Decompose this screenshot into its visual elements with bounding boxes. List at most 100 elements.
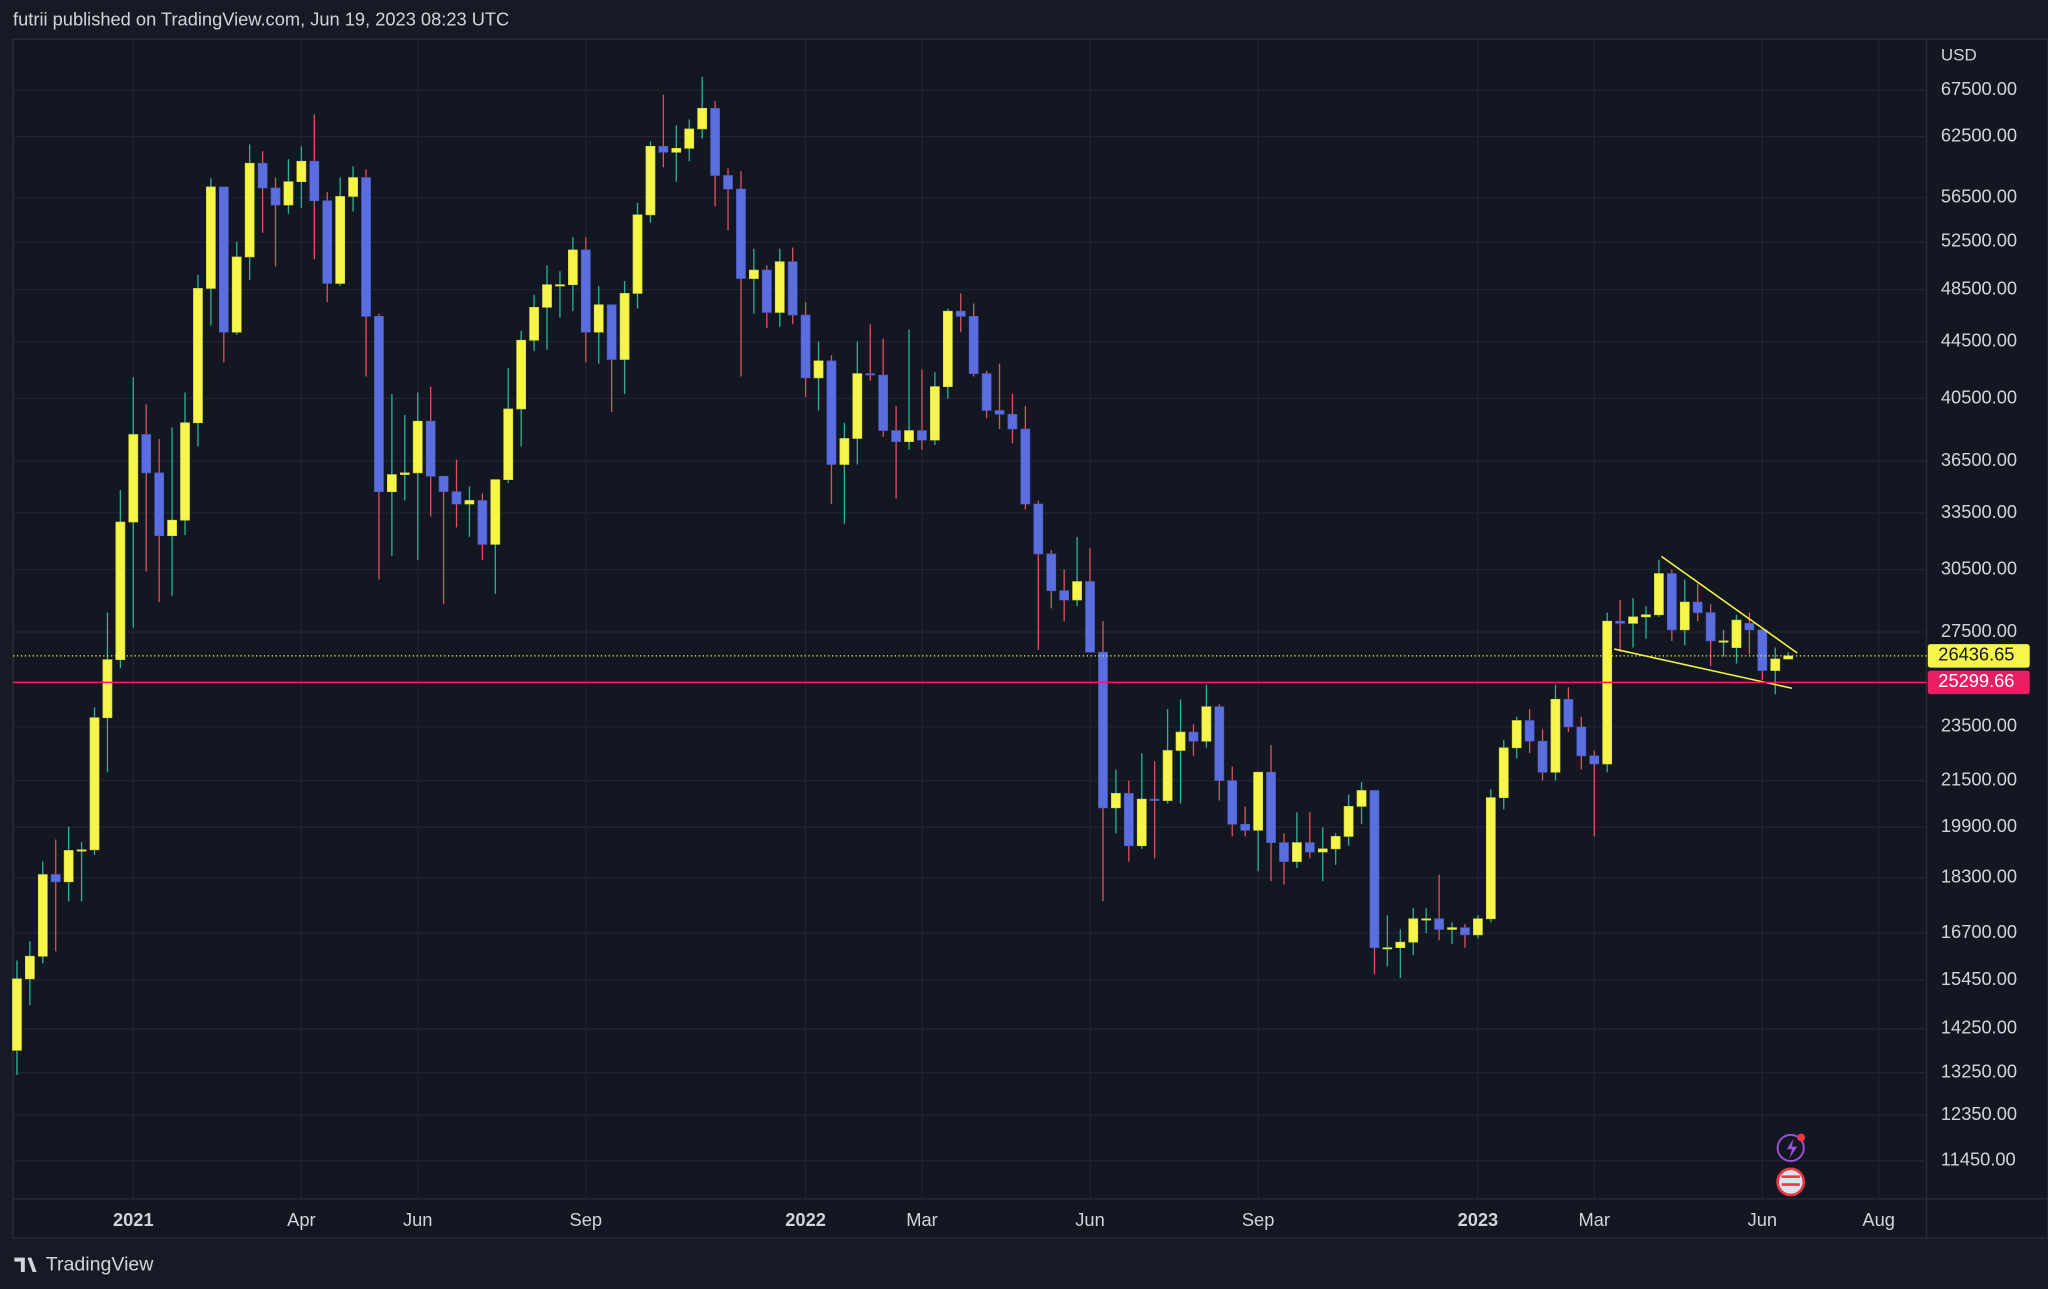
candle-body [1123, 793, 1134, 847]
candle-body [942, 310, 953, 387]
candle-body [710, 107, 720, 176]
candle-body [296, 160, 307, 183]
candle-body [490, 479, 501, 545]
y-tick-label: 15450.00 [1941, 968, 2017, 989]
candle-body [1175, 731, 1186, 751]
y-tick-label: 11450.00 [1941, 1149, 2016, 1170]
trendline [1660, 555, 1798, 654]
candle-body [1550, 698, 1561, 773]
candle-body [128, 434, 139, 523]
candle-body [1692, 601, 1703, 613]
x-tick-label: Jun [1748, 1209, 1777, 1230]
candle-body [180, 422, 190, 521]
footer: TradingView [46, 1254, 155, 1276]
plot-frame [12, 38, 2048, 1239]
candle-body [542, 284, 552, 308]
y-tick-label: 21500.00 [1941, 768, 2017, 789]
candle-body [1589, 755, 1600, 765]
candle-body [1085, 581, 1095, 653]
candle-body [981, 373, 992, 411]
candle-body [1111, 793, 1121, 809]
candle-body [1304, 842, 1315, 853]
candle-body [231, 256, 242, 333]
x-tick-label: Jun [1075, 1209, 1104, 1230]
x-tick-label: 2022 [785, 1209, 826, 1230]
candle-body [761, 269, 772, 313]
candle-body [1666, 573, 1677, 631]
candle-body [1421, 918, 1432, 921]
candle-body [1317, 848, 1328, 853]
y-tick-label: 67500.00 [1941, 78, 2017, 99]
candle-body [1563, 698, 1574, 728]
last-price-label: 26436.65 [1938, 644, 2014, 665]
candle-body [1343, 806, 1354, 837]
candle-body [12, 978, 22, 1051]
candle-body [102, 659, 113, 719]
candle-body [865, 373, 876, 376]
y-tick-label: 56500.00 [1941, 185, 2017, 206]
candle-body [1330, 836, 1341, 850]
candle-body [1434, 918, 1444, 930]
candle-body [1356, 790, 1367, 807]
candle-body [994, 410, 1005, 415]
candle-body [1046, 553, 1057, 592]
y-tick-label: 23500.00 [1941, 715, 2017, 736]
candle-body [826, 360, 837, 465]
candle-body [904, 430, 914, 442]
y-tick-label: 40500.00 [1941, 386, 2017, 407]
candle-body [723, 175, 733, 190]
candle-body [606, 304, 617, 360]
candle-body [930, 386, 940, 441]
candle-body [154, 472, 165, 537]
y-tick-label: 27500.00 [1941, 620, 2017, 641]
candle-body [593, 304, 604, 333]
y-tick-label: 62500.00 [1941, 124, 2017, 145]
level-badge [1927, 670, 2030, 695]
candle-body [206, 186, 216, 289]
candle-body [1149, 798, 1160, 801]
candle-body [1473, 918, 1483, 936]
candle-body [63, 850, 74, 883]
x-tick-label: 2023 [1458, 1209, 1499, 1230]
candle-body [555, 284, 565, 287]
candle-body [25, 955, 35, 980]
candle-body [1718, 640, 1729, 643]
y-tick-label: 18300.00 [1941, 866, 2017, 887]
candle-body [1240, 823, 1251, 831]
candle-body [955, 310, 966, 317]
candle-body [1188, 731, 1199, 742]
candle-body [1705, 612, 1716, 642]
candle-body [891, 430, 901, 442]
candle-body [1266, 771, 1276, 843]
candle-body [1602, 620, 1613, 765]
candle-body [787, 261, 798, 316]
x-tick-label: Mar [906, 1209, 937, 1230]
header: futrii published on TradingView.com, Jun… [13, 9, 509, 30]
candle-body [1201, 706, 1212, 742]
candle-body [1641, 614, 1651, 618]
y-tick-label: 12350.00 [1941, 1103, 2017, 1124]
y-tick-label: 44500.00 [1941, 329, 2017, 350]
y-tick-label: 48500.00 [1941, 277, 2017, 298]
candle-body [193, 288, 203, 424]
footer-logo: TradingView [14, 1254, 154, 1276]
candle-body [244, 162, 255, 258]
candle-body [309, 160, 320, 202]
candle-body [852, 373, 863, 439]
x-tick-label: 2021 [113, 1209, 154, 1230]
candle-body [464, 500, 475, 505]
candle-body [335, 196, 346, 284]
candle-body [270, 187, 281, 206]
candle-body [568, 249, 578, 286]
candle-body [1757, 629, 1768, 671]
candle-body [218, 186, 229, 333]
candle-body [878, 374, 889, 431]
last-price-badge [1927, 644, 2030, 668]
candle-body [632, 214, 643, 294]
candle-body [813, 360, 824, 379]
candle-body [477, 500, 488, 545]
candle-body [451, 491, 462, 505]
candle-body [37, 874, 48, 957]
y-tick-label: 19900.00 [1941, 815, 2017, 836]
